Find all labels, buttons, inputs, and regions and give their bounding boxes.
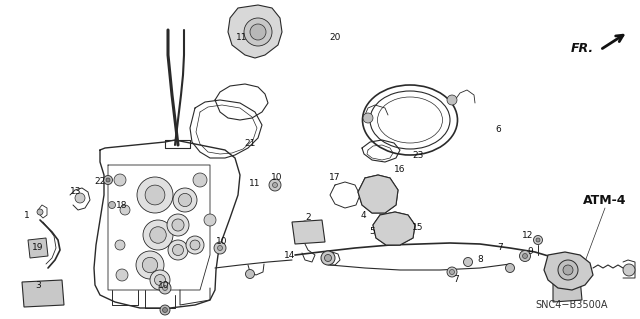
Circle shape (179, 193, 191, 207)
Circle shape (173, 188, 197, 212)
Circle shape (506, 263, 515, 272)
Text: 6: 6 (495, 125, 501, 135)
Text: 21: 21 (244, 138, 256, 147)
Text: 5: 5 (369, 227, 375, 236)
Text: 11: 11 (236, 33, 248, 42)
Circle shape (145, 185, 165, 205)
Circle shape (204, 214, 216, 226)
Text: 7: 7 (497, 243, 503, 253)
Text: 9: 9 (527, 248, 533, 256)
Circle shape (160, 305, 170, 315)
Text: 22: 22 (94, 177, 106, 187)
Circle shape (447, 267, 457, 277)
Circle shape (269, 179, 281, 191)
Text: 8: 8 (477, 256, 483, 264)
Circle shape (623, 264, 635, 276)
Text: 10: 10 (216, 238, 228, 247)
Circle shape (214, 242, 226, 254)
Text: 18: 18 (116, 201, 128, 210)
Polygon shape (22, 280, 64, 307)
Circle shape (186, 236, 204, 254)
Circle shape (244, 18, 272, 46)
Circle shape (167, 214, 189, 236)
Circle shape (563, 265, 573, 275)
Text: ATM-4: ATM-4 (583, 194, 627, 206)
Circle shape (163, 286, 168, 291)
Circle shape (106, 178, 110, 182)
Circle shape (75, 193, 85, 203)
Circle shape (136, 251, 164, 279)
Circle shape (449, 270, 454, 275)
Circle shape (104, 175, 113, 184)
Text: 17: 17 (329, 174, 340, 182)
Circle shape (250, 24, 266, 40)
Polygon shape (553, 278, 582, 302)
Circle shape (168, 240, 188, 260)
Circle shape (154, 275, 166, 286)
Circle shape (143, 220, 173, 250)
Polygon shape (228, 5, 282, 58)
Text: 3: 3 (35, 280, 41, 290)
Text: 11: 11 (249, 179, 260, 188)
Circle shape (447, 95, 457, 105)
Circle shape (321, 251, 335, 265)
Circle shape (163, 308, 168, 313)
Circle shape (114, 174, 126, 186)
Text: 15: 15 (412, 224, 424, 233)
Polygon shape (544, 252, 593, 290)
Polygon shape (373, 212, 415, 245)
Circle shape (115, 240, 125, 250)
Polygon shape (28, 238, 48, 258)
Text: 7: 7 (453, 276, 459, 285)
Circle shape (116, 269, 128, 281)
Text: 23: 23 (412, 151, 424, 160)
Text: SNC4−B3500A: SNC4−B3500A (536, 300, 608, 310)
Circle shape (37, 209, 43, 215)
Circle shape (120, 205, 130, 215)
Circle shape (522, 254, 527, 258)
Circle shape (558, 260, 578, 280)
Circle shape (273, 182, 278, 188)
Text: 12: 12 (522, 231, 534, 240)
Text: 2: 2 (305, 213, 311, 222)
Circle shape (142, 257, 157, 273)
Polygon shape (358, 175, 398, 213)
Circle shape (520, 250, 531, 262)
Text: 4: 4 (360, 211, 366, 219)
Circle shape (534, 235, 543, 244)
Text: 13: 13 (70, 188, 82, 197)
Text: 19: 19 (32, 243, 44, 253)
Text: 20: 20 (330, 33, 340, 41)
Text: FR.: FR. (571, 41, 594, 55)
Circle shape (150, 270, 170, 290)
Circle shape (463, 257, 472, 266)
Circle shape (193, 173, 207, 187)
Circle shape (303, 223, 307, 227)
Text: 10: 10 (158, 280, 170, 290)
Circle shape (363, 113, 373, 123)
Circle shape (190, 240, 200, 250)
Circle shape (159, 282, 171, 294)
Circle shape (172, 219, 184, 231)
Circle shape (246, 270, 255, 278)
Circle shape (301, 221, 309, 229)
Circle shape (536, 238, 540, 242)
Circle shape (150, 227, 166, 243)
Circle shape (218, 246, 223, 250)
Circle shape (173, 244, 184, 256)
Circle shape (137, 177, 173, 213)
Circle shape (109, 202, 115, 209)
Circle shape (324, 255, 332, 262)
Text: 10: 10 (271, 174, 283, 182)
Text: 1: 1 (24, 211, 30, 219)
Text: 16: 16 (394, 166, 406, 174)
Text: 14: 14 (284, 251, 296, 261)
Polygon shape (292, 220, 325, 244)
